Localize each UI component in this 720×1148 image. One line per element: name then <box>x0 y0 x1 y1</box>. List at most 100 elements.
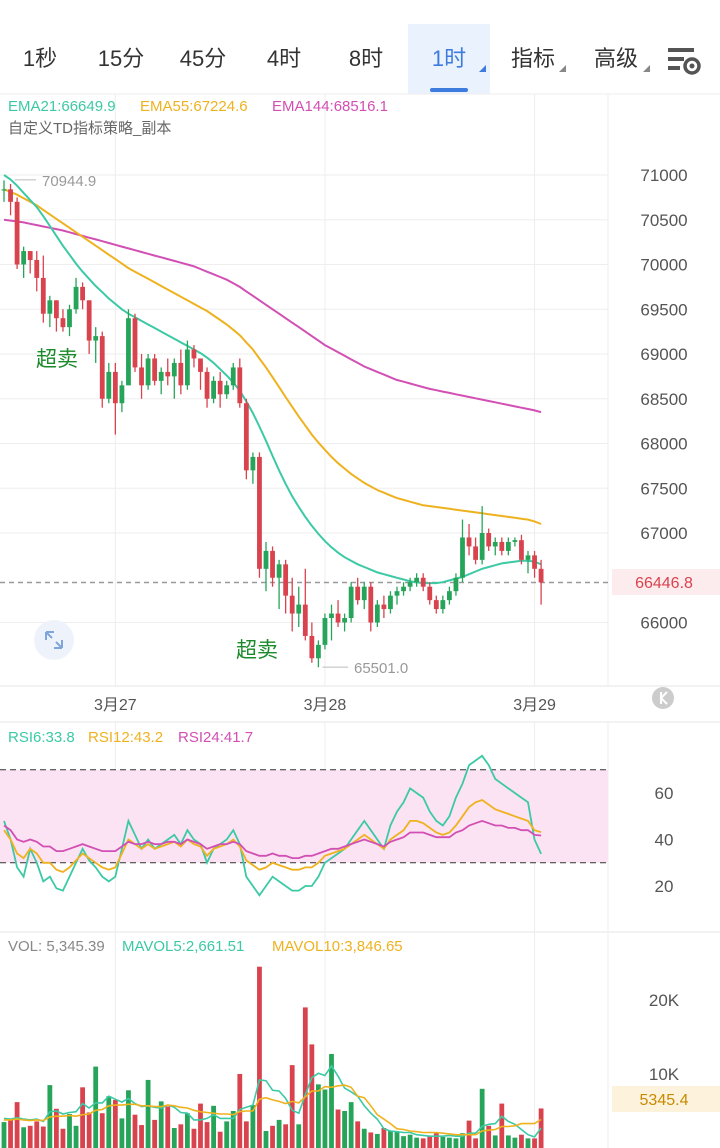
price-tick-label: 67000 <box>640 524 687 543</box>
candle-body <box>230 367 236 386</box>
volume-bar <box>67 1113 72 1148</box>
volume-bar <box>289 1065 295 1148</box>
candle-body <box>433 600 439 610</box>
price-tick-label: 68500 <box>640 390 687 409</box>
volume-bar <box>126 1090 131 1148</box>
candle-body <box>178 362 184 386</box>
candle-body <box>119 385 125 404</box>
candle-body <box>276 564 282 578</box>
candle-body <box>34 260 40 278</box>
mavol5-line <box>3 1064 542 1138</box>
candle-body <box>270 550 275 578</box>
ema55-line <box>3 188 542 525</box>
volume-bar <box>355 1121 361 1148</box>
volume-bar <box>21 1127 27 1148</box>
candle-body <box>519 540 524 560</box>
price-tick-label: 71000 <box>640 166 687 185</box>
tab-label: 45分 <box>179 46 227 71</box>
volume-bar <box>394 1131 400 1148</box>
volume-bar <box>14 1102 20 1148</box>
rsi-tick-label: 60 <box>655 784 674 803</box>
tab-15m[interactable]: 15分 <box>80 24 162 94</box>
dropdown-triangle-icon <box>643 65 650 72</box>
timeframe-tabs: 1秒 15分 45分 4时 8时 1时 指标 高级 <box>0 24 720 94</box>
volume-bar <box>54 1108 59 1148</box>
volume-bar <box>27 1125 33 1148</box>
volume-bar <box>460 1133 465 1148</box>
price-tick-label: 67500 <box>640 479 687 498</box>
date-tick-label: 3月27 <box>94 697 137 714</box>
volume-bar <box>348 1102 354 1148</box>
ema55-legend: EMA55:67224.6 <box>140 98 248 115</box>
candle-body <box>355 586 361 601</box>
candle-body <box>473 546 478 560</box>
dropdown-triangle-icon <box>479 65 486 72</box>
candle-body <box>460 537 465 578</box>
scroll-to-latest-icon[interactable] <box>652 687 674 709</box>
volume-bar <box>407 1134 413 1148</box>
candle-body <box>145 358 151 386</box>
candle-body <box>14 201 20 265</box>
candle-body <box>532 555 537 569</box>
tab-label: 高级 <box>593 46 638 71</box>
candle-body <box>342 618 347 623</box>
volume-bar <box>112 1099 118 1148</box>
last-price-tag-bg <box>612 569 720 595</box>
candle-body <box>211 380 216 399</box>
price-tick-label: 70000 <box>640 256 687 275</box>
rsi12-legend: RSI12:43.2 <box>88 729 163 746</box>
volume-bar <box>309 1044 315 1148</box>
candle-body <box>283 564 289 596</box>
candle-body <box>132 318 138 368</box>
volume-bar <box>60 1128 66 1148</box>
volume-bar <box>139 1125 144 1148</box>
tab-1h[interactable]: 1时 <box>408 24 490 94</box>
volume-bar <box>106 1096 112 1148</box>
volume-bar <box>447 1137 452 1148</box>
volume-bar <box>505 1135 511 1148</box>
ema144-line <box>3 218 542 414</box>
tab-label: 1秒 <box>22 46 58 71</box>
candle-body <box>158 371 164 381</box>
candle-body <box>447 591 452 601</box>
volume-bar <box>276 1119 282 1148</box>
volume-bar <box>414 1137 420 1148</box>
volume-bar <box>374 1133 380 1148</box>
tab-1s[interactable]: 1秒 <box>0 24 80 94</box>
tab-45m[interactable]: 45分 <box>162 24 244 94</box>
candle-body <box>217 380 223 395</box>
volume-bar <box>361 1128 367 1148</box>
candle-body <box>250 456 256 471</box>
rsi-line-rsi24 <box>3 819 542 859</box>
volume-bar <box>165 1106 171 1148</box>
candle-body <box>263 550 269 569</box>
volume-bar <box>486 1125 492 1148</box>
chart-settings-icon[interactable] <box>664 40 704 80</box>
rsi-tick-label: 20 <box>655 877 674 896</box>
candle-body <box>106 371 112 399</box>
rsi6-legend: RSI6:33.8 <box>8 729 75 746</box>
mavol10-line <box>4 1084 542 1136</box>
tab-4h[interactable]: 4时 <box>244 24 324 94</box>
volume-bar <box>420 1138 426 1148</box>
tab-8h[interactable]: 8时 <box>324 24 408 94</box>
volume-bar <box>453 1138 459 1148</box>
candle-body <box>335 613 341 623</box>
expand-icon[interactable] <box>34 620 74 660</box>
volume-bar <box>132 1114 138 1148</box>
candle-body <box>80 286 85 301</box>
volume-bar <box>8 1119 13 1148</box>
last-volume-tag-bg <box>612 1086 720 1112</box>
candle-body <box>152 358 158 381</box>
candle-body <box>388 595 393 610</box>
tab-advanced[interactable]: 高级 <box>578 24 654 94</box>
volume-bar <box>191 1128 197 1148</box>
tab-label: 8时 <box>348 46 384 71</box>
tab-indicators[interactable]: 指标 <box>496 24 570 94</box>
candle-body <box>414 577 420 583</box>
candle-body <box>538 568 544 583</box>
rsi-line-rsi12 <box>3 798 542 874</box>
candle-body <box>316 644 321 659</box>
candle-body <box>112 371 118 404</box>
